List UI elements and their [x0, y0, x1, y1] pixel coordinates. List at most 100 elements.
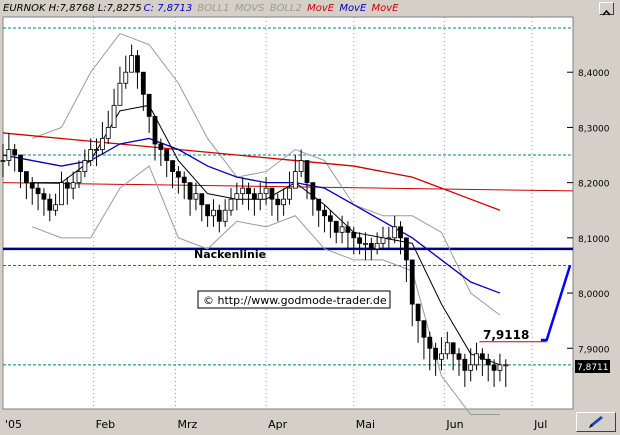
candle-body: [234, 193, 240, 200]
candle-body: [59, 182, 64, 206]
candle-body: [193, 193, 199, 200]
candle-body: [117, 82, 123, 106]
candle-body: [310, 182, 316, 200]
legend-move-1: MovE: [307, 3, 335, 14]
chevron-up-icon: [602, 9, 611, 16]
candle-body: [298, 160, 304, 172]
candle-body: [170, 160, 175, 172]
candle-body: [275, 198, 281, 206]
candle-body: [479, 353, 485, 360]
candle-body: [240, 187, 246, 195]
candle-body: [47, 198, 53, 211]
plot-area[interactable]: [2, 16, 574, 410]
candle-body: [281, 198, 287, 206]
candle-body: [503, 364, 509, 367]
candle-body: [497, 364, 503, 371]
candle-body: [205, 204, 211, 217]
candle-body: [263, 187, 269, 195]
candle-body: [351, 231, 357, 239]
candle-body: [222, 209, 228, 222]
candle-body: [64, 182, 70, 189]
candle-body: [18, 154, 23, 172]
candle-body: [439, 353, 444, 360]
candle-body: [468, 364, 474, 371]
candle-body: [135, 55, 140, 73]
candle-body: [76, 171, 82, 184]
copyright-box: [197, 290, 391, 309]
candle-body: [316, 198, 322, 211]
candle-body: [421, 320, 427, 338]
candle-body: [380, 237, 386, 244]
copyright-text: © http://www.godmode-trader.de: [203, 294, 387, 307]
candle-body: [327, 215, 333, 222]
candle-body: [0, 160, 6, 162]
candle-body: [398, 226, 403, 239]
candle-body: [333, 220, 339, 233]
target-label: 7,9118: [483, 328, 529, 342]
candle-body: [82, 160, 88, 172]
candle-body: [181, 176, 187, 184]
candle-body: [246, 187, 251, 195]
candle-body: [111, 104, 117, 128]
candle-body: [357, 237, 363, 244]
y-tick-label: 8,2000: [578, 180, 610, 190]
candle-body: [427, 336, 433, 349]
candle-body: [269, 187, 275, 200]
bollinger-lower-line: [32, 165, 500, 416]
candle-body: [462, 358, 468, 371]
candle-body: [450, 342, 456, 355]
legend-move-3: MovE: [371, 3, 399, 14]
candle-body: [23, 171, 29, 184]
projection-arrow: [540, 265, 572, 342]
candle-body: [368, 242, 374, 250]
x-tick-label: '05: [5, 418, 22, 431]
candle-body: [485, 358, 491, 366]
candle-body: [228, 198, 234, 211]
candle-body: [123, 71, 129, 84]
candle-body: [6, 149, 12, 161]
candle-body: [146, 93, 152, 117]
x-tick-label: Mai: [356, 418, 375, 431]
legend-boll2: BOLL2: [269, 3, 302, 14]
candle-body: [392, 226, 398, 239]
legend-boll1: BOLL1: [197, 3, 230, 14]
scroll-button[interactable]: [599, 2, 614, 16]
y-axis: 8,4000 8,3000 8,2000 8,1000 8,0000 7,9000: [578, 69, 610, 355]
candle-body: [53, 204, 59, 211]
candle-body: [363, 242, 368, 245]
candle-body: [433, 347, 439, 360]
y-tick-label: 8,3000: [578, 124, 610, 134]
candle-body: [292, 171, 298, 189]
candle-body: [35, 187, 41, 195]
candle-body: [409, 259, 415, 305]
candle-body: [175, 171, 181, 178]
candle-body: [152, 115, 158, 145]
candle-body: [322, 209, 327, 217]
candle-body: [199, 193, 205, 206]
candle-body: [374, 242, 380, 250]
legend-movs: MOVS: [234, 3, 265, 14]
last-price-label: 7,8711: [577, 363, 609, 373]
x-tick-label: Jul: [533, 418, 547, 431]
y-tick-label: 8,1000: [578, 235, 610, 245]
candle-body: [105, 127, 111, 139]
candle-body: [12, 149, 18, 156]
x-tick-label: Apr: [268, 418, 288, 431]
last-price-box: [575, 360, 610, 373]
candle-body: [29, 182, 35, 189]
candle-body: [257, 193, 263, 200]
candle-body: [140, 71, 146, 95]
ema-long-line: [2, 132, 501, 211]
y-tick-label: 8,0000: [578, 290, 610, 300]
candle-body: [304, 160, 310, 184]
neckline-label: Nackenlinie: [194, 248, 266, 261]
candle-body: [158, 143, 164, 150]
pencil-icon: [589, 416, 603, 428]
x-tick-label: Feb: [96, 418, 115, 431]
draw-tool-button[interactable]: [576, 412, 616, 432]
y-tick-label: 8,4000: [578, 69, 610, 79]
x-axis: '05 Feb Mrz Apr Mai Jun Jul: [5, 418, 547, 431]
candle-body: [211, 209, 216, 217]
